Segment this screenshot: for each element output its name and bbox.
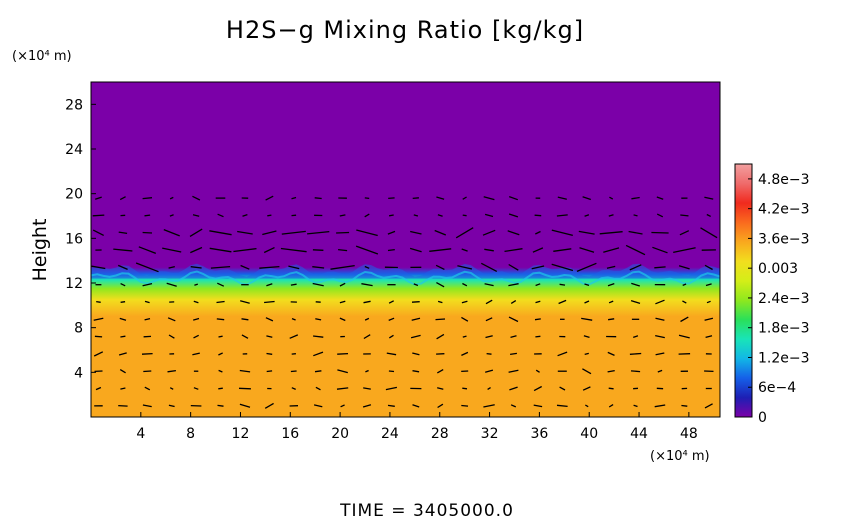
y-unit-label: (×10⁴ m) bbox=[12, 49, 72, 64]
y-tick-label: 20 bbox=[65, 187, 83, 203]
y-tick-label: 8 bbox=[74, 321, 83, 337]
colorbar-tick-label: 0.003 bbox=[758, 261, 798, 277]
x-tick-label: 36 bbox=[530, 426, 548, 442]
x-tick-label: 4 bbox=[136, 426, 145, 442]
wind-vectors bbox=[91, 195, 718, 409]
x-tick-label: 16 bbox=[281, 426, 299, 442]
colorbar: 4.8e−3 4.2e−3 3.6e−3 0.003 2.4e−3 1.8e−3 1.2e−… bbox=[734, 163, 810, 426]
x-tick-label: 24 bbox=[381, 426, 399, 442]
colorbar-tick-label: 1.2e−3 bbox=[758, 350, 810, 366]
x-tick-label: 48 bbox=[680, 426, 698, 442]
x-tick-label: 44 bbox=[630, 426, 648, 442]
colorbar-tick-label: 0 bbox=[758, 410, 767, 426]
y-tick-label: 28 bbox=[65, 97, 83, 113]
x-tick-label: 32 bbox=[481, 426, 499, 442]
colorbar-tick-label: 4.2e−3 bbox=[758, 202, 810, 218]
colorbar-ramp bbox=[734, 163, 753, 418]
x-tick-label: 8 bbox=[186, 426, 195, 442]
colorbar-tick-label: 6e−4 bbox=[758, 380, 796, 396]
y-tick-label: 24 bbox=[65, 142, 83, 158]
x-tick-label: 12 bbox=[232, 426, 250, 442]
mixing-ratio-field bbox=[91, 82, 720, 417]
colorbar-ticks: 4.8e−3 4.2e−3 3.6e−3 0.003 2.4e−3 1.8e−3 1.2e−… bbox=[748, 172, 810, 426]
cloud-top-boundary bbox=[91, 263, 720, 286]
y-tick-label: 12 bbox=[65, 276, 83, 292]
x-axis-ticks: 4 8 12 16 20 24 28 32 36 40 44 48 bbox=[136, 412, 698, 442]
plot-frame bbox=[90, 81, 721, 418]
x-tick-label: 28 bbox=[431, 426, 449, 442]
x-tick-label: 20 bbox=[331, 426, 349, 442]
y-axis-label: Height bbox=[29, 219, 51, 282]
colorbar-tick-label: 1.8e−3 bbox=[758, 321, 810, 337]
colorbar-tick-label: 4.8e−3 bbox=[758, 172, 810, 188]
y-tick-label: 16 bbox=[65, 231, 83, 247]
y-axis-ticks: 4 8 12 16 20 24 28 bbox=[65, 97, 96, 381]
y-tick-label: 4 bbox=[74, 365, 83, 381]
colorbar-tick-label: 2.4e−3 bbox=[758, 291, 810, 307]
x-unit-label: (×10⁴ m) bbox=[650, 449, 710, 464]
colorbar-tick-label: 3.6e−3 bbox=[758, 231, 810, 247]
time-label: TIME = 3405000.0 bbox=[339, 501, 514, 519]
plot-area bbox=[90, 81, 721, 418]
x-tick-label: 40 bbox=[580, 426, 598, 442]
chart-title: H2S−g Mixing Ratio [kg/kg] bbox=[226, 16, 584, 44]
